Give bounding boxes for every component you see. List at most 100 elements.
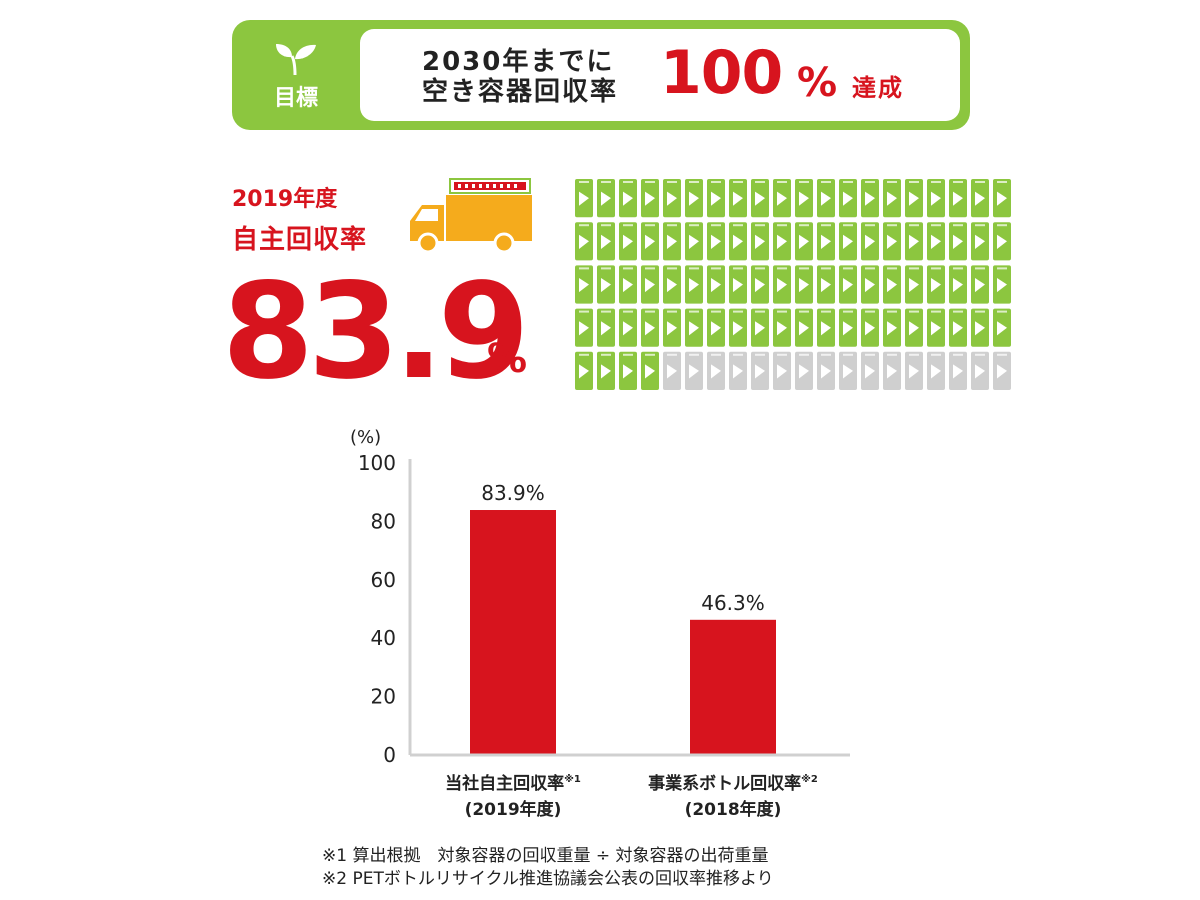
bottle-icon [861,308,879,347]
data-label: 46.3% [701,591,765,615]
bottle-icon [949,351,967,390]
bottle-icon [817,308,835,347]
bottle-icon [685,265,703,304]
bottle-icon [597,222,615,261]
y-tick-label: 0 [383,743,396,767]
goal-tag: 目標 [273,86,318,111]
bottle-icon [883,351,901,390]
bottle-icon [905,308,923,347]
y-axis-label: (%) [350,427,381,448]
bottle-icon [817,179,835,218]
bottle-icon [773,222,791,261]
bottle-icon [861,222,879,261]
bottle-icon [927,179,945,218]
goal-target-unit: % [797,60,838,106]
bottle-icon [839,351,857,390]
x-labels: 当社自主回収率※1 (2019年度) 事業系ボトル回収率※2 (2018年度) [445,773,818,820]
footnotes: ※1 算出根拠 対象容器の回収重量 ÷ 対象容器の出荷重量 ※2 PETボトルリ… [322,845,774,891]
data-label: 83.9% [481,481,545,505]
bottle-icon [663,265,681,304]
goal-tag-area: 目標 [232,20,360,130]
bottle-icon [729,179,747,218]
bottle-icon [597,265,615,304]
bottle-icon [685,308,703,347]
bottle-icon [729,265,747,304]
bottle-icon [729,222,747,261]
bottle-icon [817,265,835,304]
bars: 83.9% 46.3% [470,481,776,755]
bottle-icon [993,222,1011,261]
footnote-1: ※1 算出根拠 対象容器の回収重量 ÷ 対象容器の出荷重量 [322,846,769,866]
bottle-icon [971,222,989,261]
bottle-icon [839,265,857,304]
bottle-icon [663,179,681,218]
bottle-icon [663,308,681,347]
x-tick-period: (2018年度) [685,799,782,820]
bottle-icon [949,179,967,218]
bottle-icon [685,351,703,390]
bottle-grid [575,179,1011,390]
bottle-icon [707,351,725,390]
bottle-icon [641,351,659,390]
bottle-icon [773,308,791,347]
bottle-icon [575,179,593,218]
bottle-icon [597,351,615,390]
bottle-icon [751,179,769,218]
bottle-icon [641,179,659,218]
bottle-icon [729,351,747,390]
recovery-rate-chart: (%) 0 20 40 60 80 100 83.9% 46.3% 当社自主回収率※1 (20… [350,427,850,820]
bottle-icon [663,222,681,261]
bottle-icon [707,265,725,304]
goal-line-1: 2030年までに [422,47,615,77]
bottle-icon [575,222,593,261]
footnote-2: ※2 PETボトルリサイクル推進協議会公表の回収率推移より [322,869,774,889]
bottle-icon [641,308,659,347]
bottle-icon [905,222,923,261]
bottle-icon [597,179,615,218]
bottle-icon [883,222,901,261]
x-tick-note: ※2 [801,773,818,785]
bottle-icon [729,308,747,347]
bottle-icon [707,308,725,347]
bottle-icon [773,265,791,304]
goal-banner: 目標 2030年までに 空き容器回収率 100 % 達成 [232,20,970,130]
bottle-icon [971,308,989,347]
bottle-icon [773,179,791,218]
bottle-icon [751,351,769,390]
sprout-icon [276,44,316,76]
bottle-icon [795,222,813,261]
bottle-icon [927,222,945,261]
bottle-icon [839,222,857,261]
bottle-icon [839,179,857,218]
bottle-icon [861,179,879,218]
bottle-icon [817,222,835,261]
bottle-icon [861,351,879,390]
goal-target-value: 100 [660,38,783,108]
bottle-icon [663,351,681,390]
bottle-icon [949,308,967,347]
bottle-icon [927,265,945,304]
bottle-icon [905,351,923,390]
rate-year: 2019年度 [232,187,338,212]
goal-line-2: 空き容器回収率 [422,77,619,107]
bottle-icon [641,222,659,261]
bottle-icon [905,265,923,304]
bottle-icon [795,308,813,347]
goal-statement: 2030年までに 空き容器回収率 100 % 達成 [360,29,960,121]
bottle-icon [619,179,637,218]
bottle-icon [619,308,637,347]
rate-value: 83.9 [222,255,530,409]
y-tick-label: 60 [371,568,396,592]
bottle-icon [817,351,835,390]
bottle-icon [707,222,725,261]
y-tick-label: 20 [371,685,396,709]
y-tick-label: 80 [371,509,396,533]
bottle-icon [597,308,615,347]
bottle-icon [949,222,967,261]
bottle-icon [993,179,1011,218]
bottle-icon [905,179,923,218]
x-tick-period: (2019年度) [465,799,562,820]
x-tick-note: ※1 [564,773,581,785]
bottle-icon [751,265,769,304]
rate-unit: % [487,336,528,382]
